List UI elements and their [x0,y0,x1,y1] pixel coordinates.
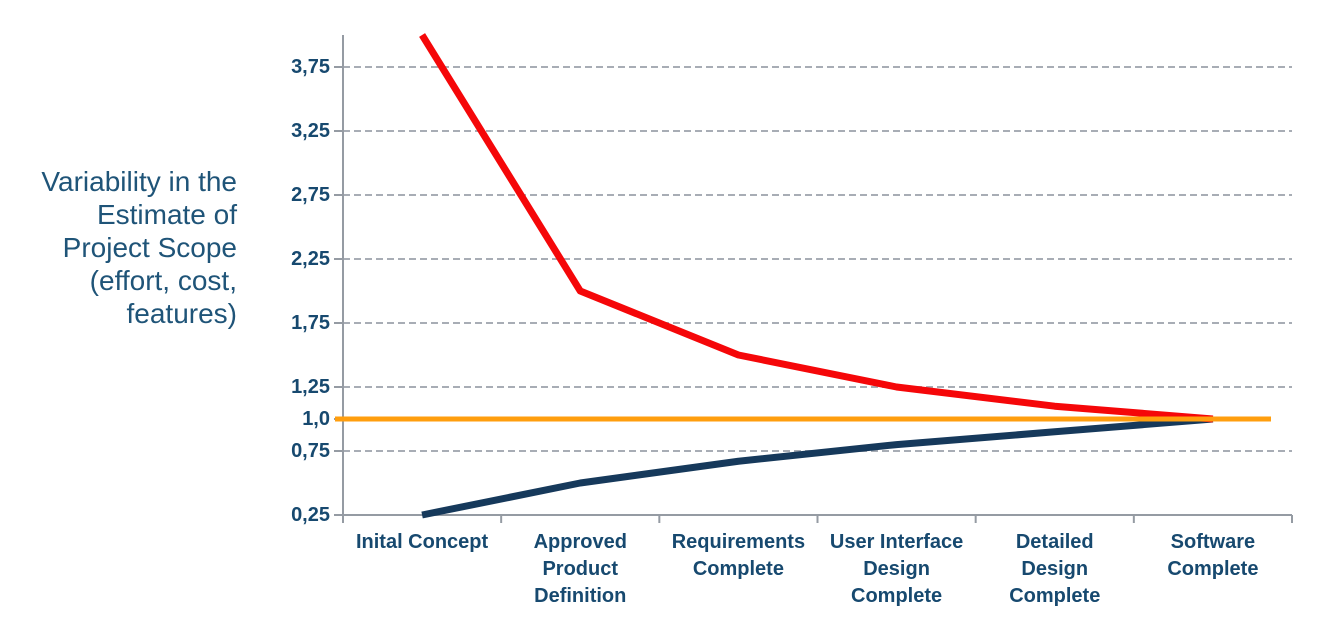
y-tick-label: 1,25 [291,376,330,398]
y-tick-label: 3,75 [291,56,330,78]
y-axis-title: Variability in the Estimate of Project S… [0,165,237,330]
x-category-label: Inital Concept [355,531,489,553]
y-tick-label: 3,25 [291,120,330,142]
upper-estimate-line [419,33,1214,423]
y-tick-label: 1,0 [302,408,330,430]
y-axis-title-line: Estimate of [96,199,237,230]
y-tick-label: 2,25 [291,248,330,270]
x-category-label: Requirements Complete [671,531,806,580]
y-axis-title-line: (effort, cost, [89,265,237,296]
y-tick-label: 1,75 [291,312,330,334]
y-axis-title-line: Variability in the [41,166,237,197]
y-axis-title-line: features) [126,298,238,329]
x-category-label: User Interface Design Complete [829,531,964,607]
x-category-label: Software Complete [1167,531,1259,580]
y-tick-label: 2,75 [291,184,330,206]
x-category-label: Approved Product Definition [533,531,627,607]
y-axis-title-line: Project Scope [62,232,237,263]
y-tick-label: 0,75 [291,440,330,462]
x-category-label: Detailed Design Complete [1009,531,1101,607]
lower-estimate-line [421,415,1214,519]
y-tick-label: 0,25 [291,504,330,526]
